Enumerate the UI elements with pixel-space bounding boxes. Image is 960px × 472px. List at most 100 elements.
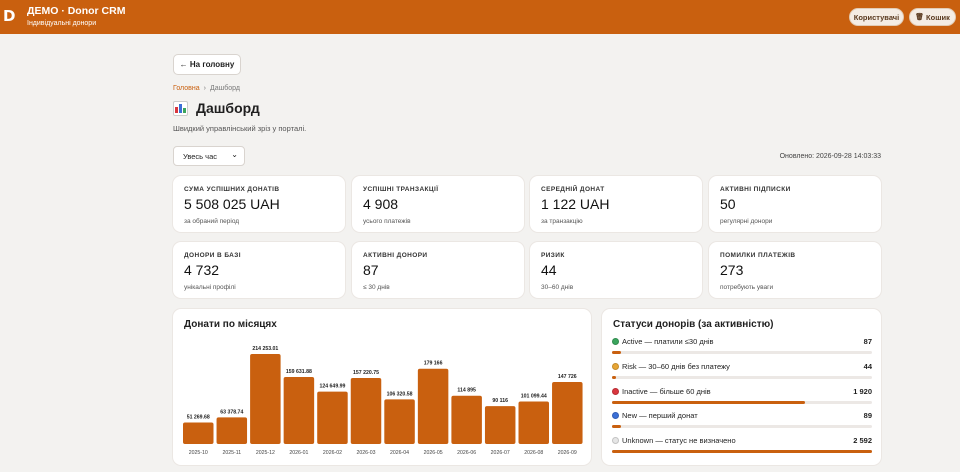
kpi-label: СЕРЕДНІЙ ДОНАТ (541, 186, 605, 193)
kpi-value: 4 908 (363, 196, 399, 212)
bar-value-label: 114 895 (457, 388, 476, 394)
status-bar-track (612, 425, 872, 428)
status-bar-track (612, 401, 872, 404)
bar-2026-07[interactable] (484, 406, 516, 444)
kpi-label: АКТИВНІ ДОНОРИ (363, 252, 428, 259)
bar-2025-12[interactable] (250, 354, 281, 444)
bar-value-label: 159 631.88 (286, 369, 312, 375)
white-circle-icon (612, 437, 619, 444)
status-row-unknown: Unknown — статус не визначено 2 592 (612, 436, 872, 460)
users-button[interactable]: Користувачі (849, 8, 904, 26)
cart-button[interactable]: 🗑 Кошик (909, 8, 956, 26)
donor-statuses-panel: Статуси донорів (за активністю) Active —… (602, 309, 881, 465)
kpi-label: РИЗИК (541, 252, 565, 259)
status-label: New — перший донат (622, 411, 698, 420)
bar-value-label: 63 378.74 (220, 409, 243, 415)
green-circle-icon (612, 338, 619, 345)
x-tick-label: 2025-12 (256, 450, 275, 456)
period-select-value: Увесь час (183, 151, 217, 161)
cart-button-label: Кошик (926, 12, 950, 22)
kpi-value: 50 (720, 196, 736, 212)
bar-value-label: 101 099.44 (521, 394, 547, 400)
kpi-note: потребують уваги (720, 284, 774, 291)
app-title: ДЕМО · Donor CRM (27, 5, 126, 17)
status-bar-track (612, 450, 872, 453)
app-logo[interactable]: D (3, 7, 16, 25)
status-bar-track (612, 351, 872, 354)
kpi-value: 44 (541, 262, 557, 278)
status-bar-fill (612, 376, 617, 379)
status-label: Inactive — більше 60 днів (622, 387, 711, 396)
status-bar-fill (612, 401, 805, 404)
status-bar-fill (612, 450, 872, 453)
kpi-note: регулярні донори (720, 218, 773, 225)
kpi-note: унікальні профілі (184, 284, 236, 291)
kpi-card-transactions: УСПІШНІ ТРАНЗАКЦІЇ 4 908 усього платежів (352, 176, 524, 232)
kpi-card-donation-sum: СУМА УСПІШНИХ ДОНАТІВ 5 508 025 UAH за о… (173, 176, 345, 232)
bar-2025-11[interactable] (216, 417, 248, 444)
bar-value-label: 124 649.99 (319, 384, 345, 390)
kpi-card-active-donors: АКТИВНІ ДОНОРИ 87 ≤ 30 днів (352, 242, 524, 298)
status-bar-fill (612, 425, 621, 428)
bar-2025-10[interactable] (183, 422, 214, 444)
top-bar: D ДЕМО · Donor CRM Індивідуальні донори … (0, 0, 960, 34)
bar-2026-01[interactable] (283, 376, 315, 444)
title-row: Дашборд (173, 100, 260, 116)
bar-2026-05[interactable] (417, 368, 449, 444)
kpi-card-active-subscriptions: АКТИВНІ ПІДПИСКИ 50 регулярні донори (709, 176, 881, 232)
yellow-circle-icon (612, 363, 619, 370)
x-tick-label: 2026-07 (491, 450, 510, 456)
status-bar-track (612, 376, 872, 379)
kpi-value: 4 732 (184, 262, 220, 278)
kpi-card-payment-errors: ПОМИЛКИ ПЛАТЕЖІВ 273 потребують уваги (709, 242, 881, 298)
status-row-risk: Risk — 30–60 днів без платежу 44 (612, 362, 872, 386)
bar-value-label: 51 269.68 (187, 414, 210, 420)
status-count: 2 592 (853, 436, 872, 445)
bar-2026-02[interactable] (317, 391, 348, 444)
status-label: Risk — 30–60 днів без платежу (622, 362, 730, 371)
kpi-label: АКТИВНІ ПІДПИСКИ (720, 186, 791, 193)
bar-value-label: 214 253.01 (252, 346, 278, 352)
statuses-title: Статуси донорів (за активністю) (613, 319, 774, 330)
status-bar-fill (612, 351, 621, 354)
kpi-label: УСПІШНІ ТРАНЗАКЦІЇ (363, 186, 439, 193)
x-tick-label: 2026-05 (424, 450, 443, 456)
monthly-chart-title: Донати по місяцях (184, 319, 277, 330)
status-count: 87 (863, 337, 872, 346)
kpi-card-average-donation: СЕРЕДНІЙ ДОНАТ 1 122 UAH за транзакцію (530, 176, 702, 232)
breadcrumb-home-link[interactable]: Головна (173, 85, 200, 92)
users-button-label: Користувачі (853, 12, 900, 22)
period-select[interactable]: Увесь час ⌄ (173, 146, 245, 166)
kpi-value: 1 122 UAH (541, 196, 610, 212)
breadcrumb: Головна › Дашборд (173, 85, 240, 92)
bar-2026-08[interactable] (518, 401, 550, 444)
bar-2026-03[interactable] (350, 377, 382, 444)
page-title: Дашборд (196, 100, 260, 116)
bar-2026-06[interactable] (451, 395, 482, 444)
status-count: 89 (863, 411, 872, 420)
bar-2026-04[interactable] (384, 399, 415, 444)
status-count: 44 (863, 362, 872, 371)
home-button[interactable]: ← На головну (173, 54, 241, 75)
home-button-label: ← На головну (179, 60, 235, 69)
bar-value-label: 179 166 (424, 361, 443, 367)
kpi-note: за обраний період (184, 218, 240, 225)
x-tick-label: 2025-11 (222, 450, 241, 456)
status-row-inactive: Inactive — більше 60 днів 1 920 (612, 387, 872, 411)
blue-circle-icon (612, 412, 619, 419)
kpi-value: 5 508 025 UAH (184, 196, 280, 212)
page-subtitle: Швидкий управлінський зріз у порталі. (173, 124, 307, 133)
kpi-card-donors-total: ДОНОРИ В БАЗІ 4 732 унікальні профілі (173, 242, 345, 298)
status-row-new: New — перший донат 89 (612, 411, 872, 435)
kpi-card-risk: РИЗИК 44 30–60 днів (530, 242, 702, 298)
x-tick-label: 2026-01 (289, 450, 308, 456)
kpi-note: ≤ 30 днів (363, 284, 390, 291)
x-tick-label: 2026-02 (323, 450, 342, 456)
kpi-note: 30–60 днів (541, 284, 574, 291)
red-circle-icon (612, 388, 619, 395)
bar-2026-09[interactable] (552, 381, 583, 444)
bar-value-label: 157 220.75 (353, 370, 379, 376)
kpi-note: усього платежів (363, 218, 411, 225)
bar-value-label: 90 116 (492, 398, 508, 404)
bar-value-label: 106 320.58 (387, 391, 413, 397)
